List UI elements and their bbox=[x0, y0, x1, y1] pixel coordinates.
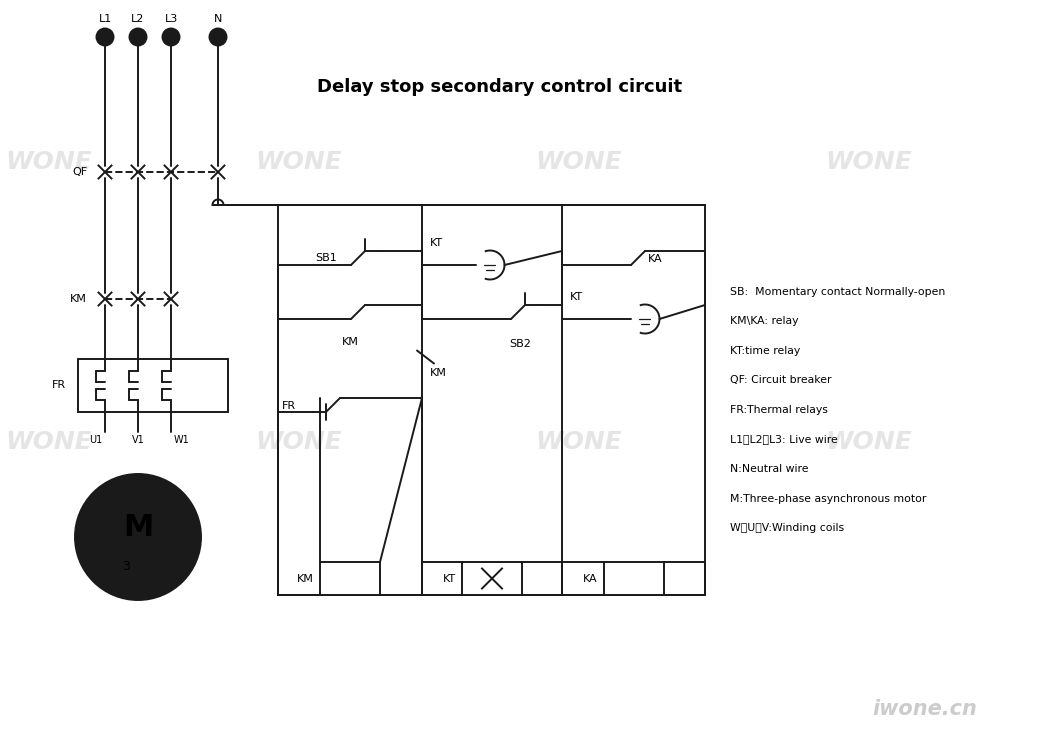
Text: WONE: WONE bbox=[5, 430, 92, 454]
Text: V1: V1 bbox=[132, 435, 144, 445]
Text: L2: L2 bbox=[132, 14, 145, 24]
Text: M: M bbox=[122, 512, 153, 542]
Text: WONE: WONE bbox=[825, 430, 912, 454]
Text: L3: L3 bbox=[165, 14, 177, 24]
Text: WONE: WONE bbox=[255, 150, 342, 174]
Circle shape bbox=[163, 28, 179, 46]
Text: KM: KM bbox=[298, 574, 314, 583]
Text: KT: KT bbox=[430, 238, 443, 248]
Text: KM: KM bbox=[430, 368, 447, 379]
Circle shape bbox=[96, 28, 113, 46]
Text: KT: KT bbox=[443, 574, 456, 583]
Text: U1: U1 bbox=[89, 435, 102, 445]
Text: 3: 3 bbox=[122, 560, 130, 574]
Text: KM: KM bbox=[71, 294, 87, 304]
Text: M:Three-phase asynchronous motor: M:Three-phase asynchronous motor bbox=[730, 494, 926, 503]
Text: FR: FR bbox=[52, 380, 66, 391]
Text: W、U、V:Winding coils: W、U、V:Winding coils bbox=[730, 523, 844, 533]
Text: KT: KT bbox=[570, 292, 583, 302]
Bar bbox=[78, 359, 228, 412]
Text: SB2: SB2 bbox=[509, 339, 531, 349]
Bar bbox=[320, 562, 380, 595]
Circle shape bbox=[209, 28, 226, 46]
Circle shape bbox=[75, 474, 201, 600]
Text: KA: KA bbox=[583, 574, 597, 583]
Text: QF: Circuit breaker: QF: Circuit breaker bbox=[730, 376, 832, 385]
Text: FR:Thermal relays: FR:Thermal relays bbox=[730, 405, 828, 415]
Text: QF: QF bbox=[72, 167, 87, 177]
Text: N: N bbox=[214, 14, 222, 24]
Text: WONE: WONE bbox=[5, 150, 92, 174]
Text: Delay stop secondary control circuit: Delay stop secondary control circuit bbox=[317, 78, 682, 96]
Text: KM\KA: relay: KM\KA: relay bbox=[730, 317, 798, 326]
Bar bbox=[463, 562, 522, 595]
Circle shape bbox=[130, 28, 146, 46]
Text: KA: KA bbox=[648, 254, 663, 264]
Text: SB1: SB1 bbox=[315, 253, 337, 263]
Text: N:Neutral wire: N:Neutral wire bbox=[730, 464, 809, 474]
Text: W1: W1 bbox=[174, 435, 190, 445]
Text: L1: L1 bbox=[99, 14, 112, 24]
Text: WONE: WONE bbox=[535, 430, 622, 454]
Text: KM: KM bbox=[341, 337, 359, 347]
Text: KT:time relay: KT:time relay bbox=[730, 346, 801, 356]
Text: iwone.cn: iwone.cn bbox=[872, 699, 978, 719]
Text: WONE: WONE bbox=[255, 430, 342, 454]
Text: FR: FR bbox=[282, 401, 297, 411]
Text: WONE: WONE bbox=[535, 150, 622, 174]
Bar bbox=[604, 562, 664, 595]
Text: L1、L2、L3: Live wire: L1、L2、L3: Live wire bbox=[730, 435, 838, 444]
Text: WONE: WONE bbox=[825, 150, 912, 174]
Text: SB:  Momentary contact Normally-open: SB: Momentary contact Normally-open bbox=[730, 287, 946, 297]
